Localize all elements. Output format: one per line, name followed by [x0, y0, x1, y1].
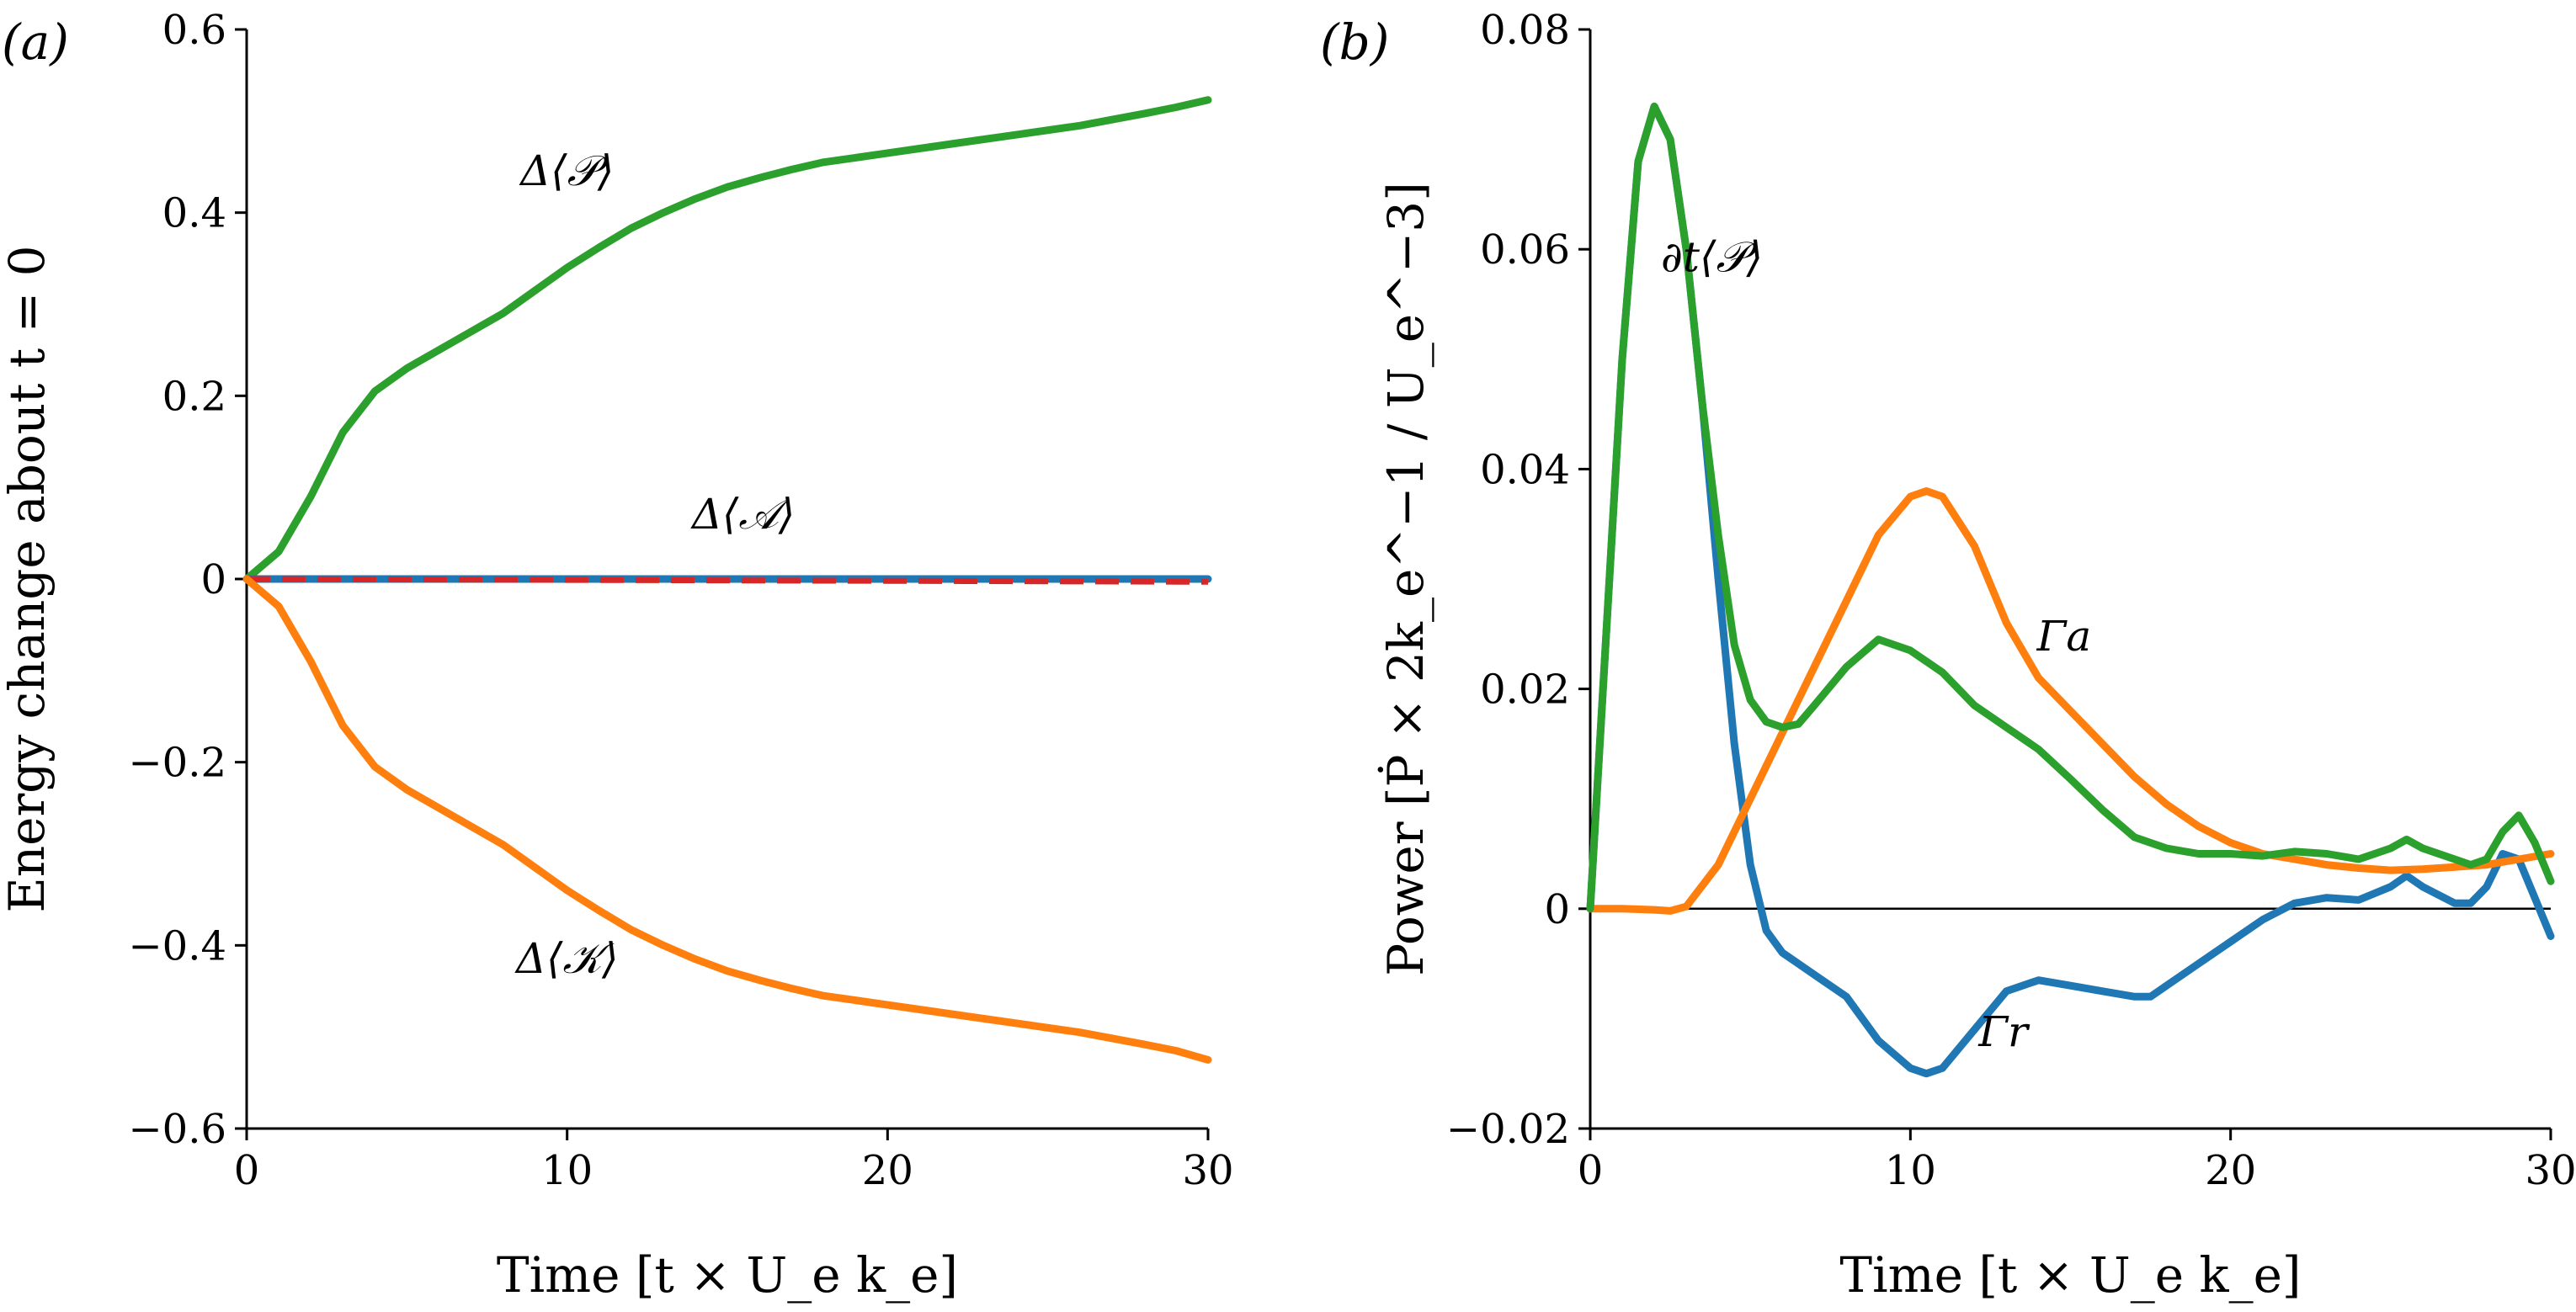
y-tick-label: 0	[200, 556, 226, 603]
series-annotation: Δ⟨𝒫⟩	[519, 146, 614, 195]
x-tick-label: 30	[1182, 1147, 1233, 1194]
series-annotation: ∂t⟨𝒫⟩	[1661, 232, 1763, 281]
y-tick-label: 0.06	[1480, 226, 1570, 274]
x-tick-label: 0	[234, 1147, 260, 1194]
y-tick-label: 0.04	[1480, 446, 1570, 493]
series-annotation: Γa	[2036, 612, 2092, 661]
series-line-3	[242, 575, 1212, 1064]
y-axis-label: Power [Ṗ × 2k_e^−1 / U_e^−3]	[1377, 182, 1434, 976]
x-tick-label: 20	[862, 1147, 913, 1194]
series-line-2	[246, 576, 1209, 585]
y-tick-label: 0.08	[1480, 7, 1570, 54]
x-tick-label: 10	[1885, 1147, 1936, 1194]
x-tick-label: 20	[2205, 1147, 2256, 1194]
y-tick-label: −0.02	[1446, 1106, 1570, 1153]
series-line-2	[1586, 102, 2555, 913]
y-tick-label: 0	[1544, 886, 1570, 933]
panel-b: 0 10 20 30−0.0200.020.040.060.08Γa∂t⟨𝒫⟩Γr(b…	[1320, 7, 2576, 1304]
y-tick-label: 0.02	[1480, 667, 1570, 714]
series-line-0	[242, 96, 1212, 583]
panel-label: (a)	[2, 13, 69, 71]
series-annotation: Γr	[1977, 1007, 2030, 1056]
x-tick-label: 30	[2525, 1147, 2576, 1194]
x-tick-label: 0	[1578, 1147, 1604, 1194]
y-axis-label: Energy change about t = 0	[0, 245, 56, 912]
series-annotation: Δ⟨𝒜⟩	[690, 490, 795, 539]
y-tick-label: −0.2	[128, 740, 226, 787]
y-tick-label: 0.6	[162, 7, 226, 54]
x-axis-label: Time [t × U_e k_e]	[497, 1246, 958, 1304]
x-tick-label: 10	[541, 1147, 593, 1194]
y-tick-label: 0.4	[162, 190, 226, 237]
panel-label: (b)	[1320, 13, 1389, 71]
y-tick-label: −0.6	[128, 1106, 226, 1153]
y-tick-label: 0.2	[162, 373, 226, 420]
x-axis-label: Time [t × U_e k_e]	[1839, 1246, 2301, 1304]
panel-a: 0 10 20 30 −0.6 −0.4 −0.2 0 0.2 0.4 0.6 Δ⟨𝒫⟩ Δ⟨𝒜⟩ Δ⟨𝒦…	[0, 7, 1234, 1304]
series-line-1	[1586, 487, 2555, 915]
series-annotation: Δ⟨𝒦⟩	[514, 934, 619, 983]
y-tick-label: −0.4	[128, 922, 226, 969]
